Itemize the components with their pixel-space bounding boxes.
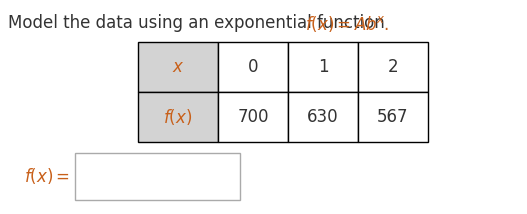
Text: 2: 2: [388, 58, 398, 76]
Bar: [138, 92, 218, 142]
Text: 700: 700: [237, 108, 269, 126]
Bar: [358, 42, 428, 92]
Text: $\it{x}$: $\it{x}$: [172, 58, 184, 76]
Bar: [288, 42, 358, 92]
Bar: [75, 153, 240, 200]
Text: $\it{f(x)}$$\it{ = Ab}$$\it{^{x}}$$.$: $\it{f(x)}$$\it{ = Ab}$$\it{^{x}}$$.$: [305, 14, 389, 34]
Text: $\it{f\left(x\right)}$: $\it{f\left(x\right)}$: [163, 107, 193, 127]
Text: $\it{f(x) =}$: $\it{f(x) =}$: [24, 166, 70, 186]
Text: 567: 567: [377, 108, 409, 126]
Bar: [288, 92, 358, 142]
Bar: [358, 92, 428, 142]
Text: 1: 1: [318, 58, 328, 76]
Text: 630: 630: [307, 108, 339, 126]
Bar: [218, 92, 288, 142]
Bar: [218, 42, 288, 92]
Bar: [138, 42, 218, 92]
Text: Model the data using an exponential function: Model the data using an exponential func…: [8, 14, 390, 32]
Text: 0: 0: [248, 58, 258, 76]
